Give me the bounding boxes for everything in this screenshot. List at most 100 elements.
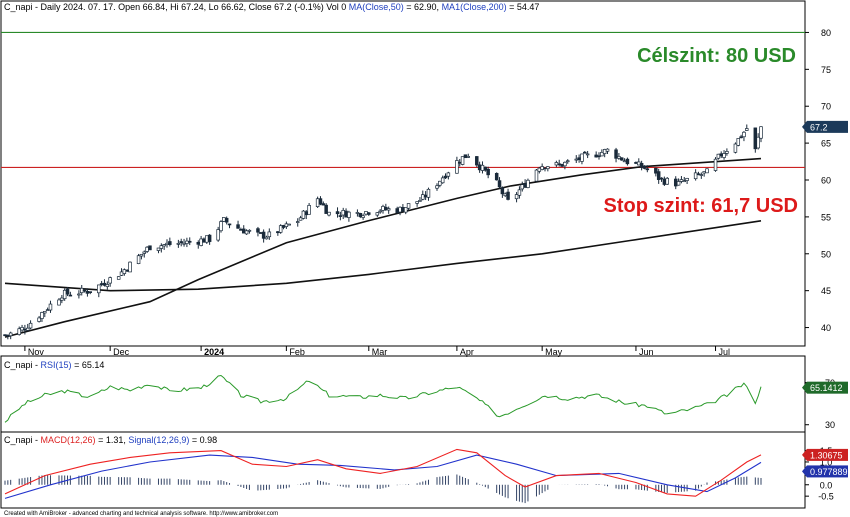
candle-body xyxy=(659,177,664,180)
candle-body xyxy=(466,156,471,158)
candle-body xyxy=(406,203,411,209)
stop-label: Stop szint: 61,7 USD xyxy=(604,195,798,217)
candle-body xyxy=(585,153,590,156)
candle-body xyxy=(637,161,641,166)
candle-body xyxy=(37,317,41,322)
candle-body xyxy=(500,187,505,195)
candle-body xyxy=(733,143,738,153)
candle-body xyxy=(702,171,706,174)
candle-body xyxy=(364,211,368,215)
candle-body xyxy=(142,251,147,254)
candle-body xyxy=(378,210,382,213)
candle-body xyxy=(88,291,93,294)
candle-body xyxy=(384,206,388,211)
candle-body xyxy=(497,180,502,188)
candle-body xyxy=(48,303,53,311)
candle-body xyxy=(654,167,658,174)
candle-body xyxy=(28,322,33,329)
candle-body xyxy=(361,215,365,218)
macd-y-tick-label: -0.5 xyxy=(818,492,834,502)
ma200-line xyxy=(4,220,762,292)
candle-body xyxy=(597,155,601,158)
candle-body xyxy=(125,269,129,272)
candle-body xyxy=(162,244,166,247)
candle-body xyxy=(477,164,482,171)
candle-body xyxy=(577,157,581,160)
candle-body xyxy=(367,212,371,215)
candle-body xyxy=(460,156,465,165)
signal-line xyxy=(4,454,762,499)
macd-header-prefix: C_napi - xyxy=(4,435,41,445)
candle-body xyxy=(605,148,610,152)
price-y-tick-label: 55 xyxy=(821,212,831,222)
candle-body xyxy=(523,183,527,188)
candle-body xyxy=(264,236,269,240)
candle-body xyxy=(45,309,50,312)
candle-body xyxy=(435,185,439,189)
candle-body xyxy=(494,172,499,181)
price-y-tick-label: 80 xyxy=(821,28,831,38)
candle-body xyxy=(278,225,283,233)
candle-body xyxy=(68,294,73,297)
candle-body xyxy=(560,163,564,167)
macd-badge-pointer xyxy=(802,448,807,461)
candle-body xyxy=(583,151,587,154)
rsi-label: RSI(15) xyxy=(41,360,72,370)
price-y-tick-label: 75 xyxy=(821,65,831,75)
candle-body xyxy=(347,211,351,218)
x-tick-label: Apr xyxy=(460,347,474,357)
candle-body xyxy=(421,194,425,200)
candle-body xyxy=(227,223,232,226)
candle-body xyxy=(40,312,44,319)
candle-body xyxy=(205,235,209,243)
price-layer: 40 45 50 55 60 65 70 75 80 Nov Dec 2024 Feb Mar Apr May… xyxy=(1,28,848,357)
candle-body xyxy=(438,180,442,186)
candle-body xyxy=(344,210,348,218)
candle-body xyxy=(617,156,621,159)
candle-body xyxy=(546,166,550,170)
macd-badge: 1.30675 xyxy=(810,450,843,460)
x-tick-label: Dec xyxy=(113,347,130,357)
candle-body xyxy=(108,277,112,284)
signal-badge-bg xyxy=(807,465,848,478)
price-y-tick-label: 50 xyxy=(821,249,831,259)
candle-body xyxy=(517,189,522,196)
signal-label: Signal(12,26,9) xyxy=(128,435,189,445)
candle-body xyxy=(634,162,638,164)
candle-body xyxy=(483,166,488,171)
signal-value: = 0.98 xyxy=(192,435,217,445)
candle-body xyxy=(594,154,598,158)
candle-body xyxy=(619,157,624,161)
candle-body xyxy=(446,172,451,177)
candle-body xyxy=(736,138,741,146)
rsi-y-tick-label: 30 xyxy=(825,420,835,430)
rsi-line xyxy=(4,374,762,423)
candle-body xyxy=(202,238,206,243)
candle-body xyxy=(565,160,570,163)
candle-body xyxy=(341,210,345,216)
last-price-badge-pointer xyxy=(802,120,807,133)
candle-body xyxy=(156,247,161,251)
candle-body xyxy=(622,160,627,163)
candle-body xyxy=(642,165,647,169)
candle-body xyxy=(85,291,90,294)
candle-body xyxy=(324,204,328,214)
candle-body xyxy=(315,198,320,207)
candle-body xyxy=(185,240,189,244)
candle-body xyxy=(514,194,519,200)
macd-y-tick-label: 1.0 xyxy=(820,457,833,467)
candle-body xyxy=(656,171,661,180)
candle-body xyxy=(685,177,689,181)
candle-body xyxy=(3,334,7,337)
candle-body xyxy=(102,282,107,286)
candle-body xyxy=(82,289,87,292)
candle-body xyxy=(116,276,121,280)
candle-body xyxy=(665,177,669,185)
candle-body xyxy=(247,229,252,232)
candle-body xyxy=(696,173,701,176)
candle-body xyxy=(682,180,687,183)
candle-body xyxy=(6,334,10,337)
candle-body xyxy=(722,153,726,158)
price-y-tick-label: 65 xyxy=(821,139,831,149)
last-price-badge-bg xyxy=(807,120,848,133)
